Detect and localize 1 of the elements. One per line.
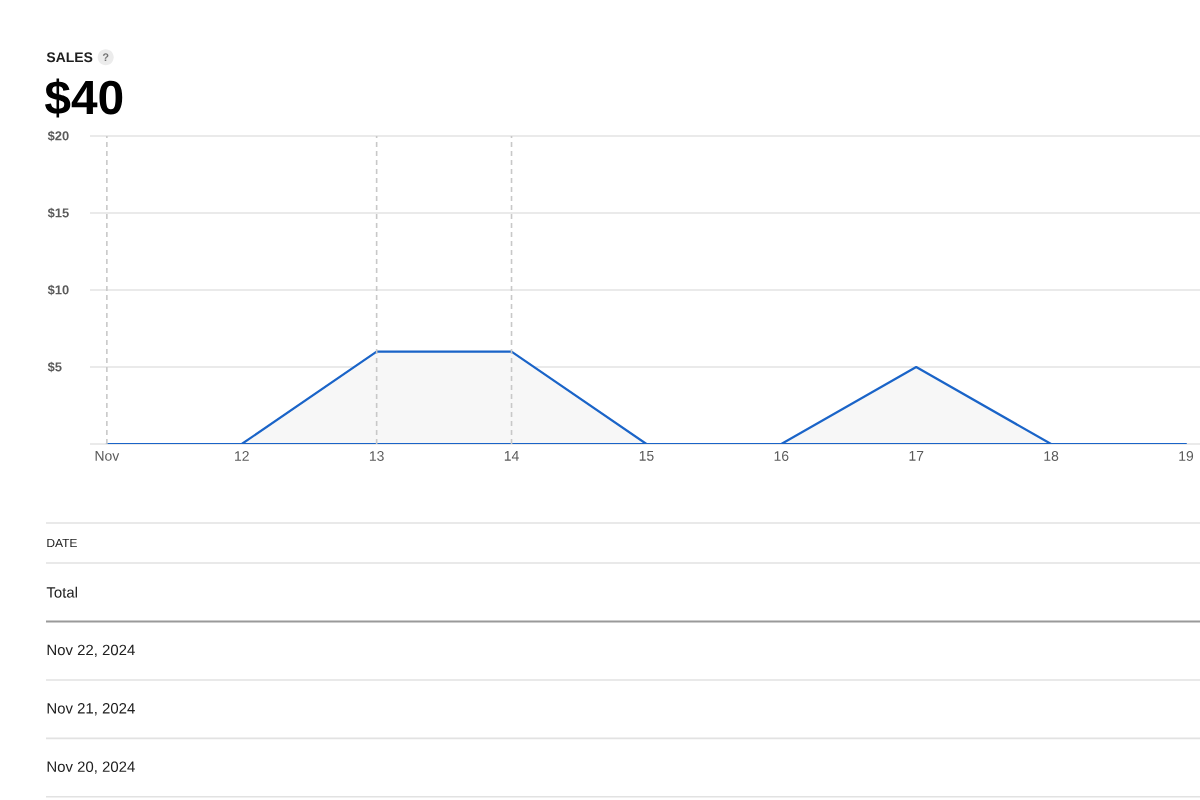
chart-subtitle: $40 [45,78,123,118]
